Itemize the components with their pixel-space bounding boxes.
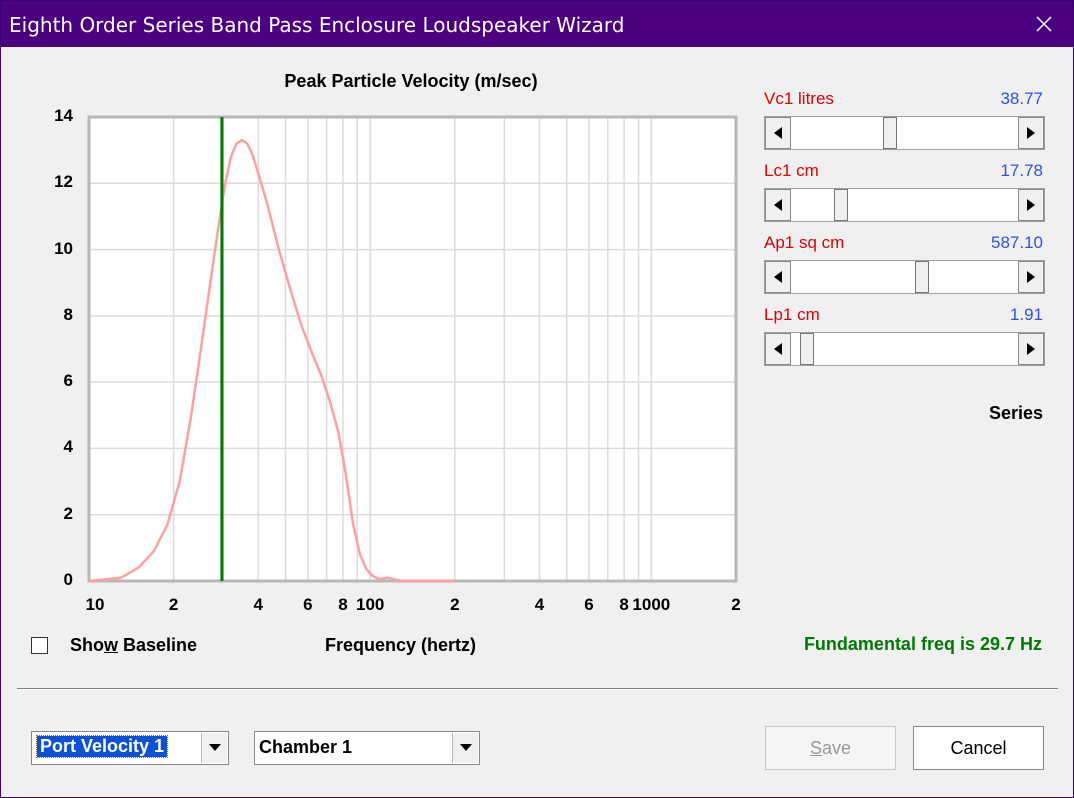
y-tick-label: 10 bbox=[54, 238, 73, 258]
y-tick-label: 12 bbox=[54, 172, 73, 192]
x-tick-label: 2 bbox=[450, 595, 460, 614]
x-tick-label: 4 bbox=[253, 595, 264, 614]
x-tick-label: 6 bbox=[303, 595, 313, 614]
slider-thumb[interactable] bbox=[800, 333, 814, 365]
y-tick-label: 2 bbox=[63, 503, 73, 523]
chevron-down-icon bbox=[460, 744, 472, 751]
velocity-chart bbox=[87, 115, 738, 583]
x-tick-label: 8 bbox=[338, 595, 348, 614]
slider-decrement-button[interactable] bbox=[765, 117, 791, 149]
save-button[interactable]: Save bbox=[765, 726, 896, 770]
chamber-dropdown-button[interactable] bbox=[452, 733, 478, 763]
x-tick-label: 8 bbox=[619, 595, 629, 614]
slider-increment-button[interactable] bbox=[1018, 333, 1044, 365]
param-value: 1.91 bbox=[1009, 305, 1043, 324]
plot-type-dropdown-button[interactable] bbox=[201, 733, 227, 763]
x-tick-label: 6 bbox=[584, 595, 594, 614]
x-axis-label: Frequency (hertz) bbox=[325, 635, 477, 655]
chamber-value: Chamber 1 bbox=[259, 737, 353, 757]
param-name-label: Ap1 sq cm bbox=[764, 233, 845, 252]
x-tick-label: 2 bbox=[168, 595, 179, 614]
y-tick-label: 0 bbox=[63, 570, 73, 589]
y-tick-label: 6 bbox=[63, 371, 73, 391]
x-tick-label: 1000 bbox=[632, 595, 671, 614]
slider-decrement-button[interactable] bbox=[765, 333, 791, 365]
slider-thumb[interactable] bbox=[834, 189, 848, 221]
param-slider[interactable] bbox=[764, 116, 1045, 150]
arrow-right-icon bbox=[1027, 343, 1035, 355]
plot-type-value: Port Velocity 1 bbox=[35, 735, 169, 758]
close-button[interactable] bbox=[1015, 1, 1073, 47]
window-title: Eighth Order Series Band Pass Enclosure … bbox=[9, 13, 625, 37]
param-value: 17.78 bbox=[1000, 161, 1043, 180]
slider-increment-button[interactable] bbox=[1018, 117, 1044, 149]
plot-type-select[interactable]: Port Velocity 1 bbox=[31, 731, 229, 765]
show-baseline-checkbox[interactable] bbox=[31, 637, 48, 654]
arrow-left-icon bbox=[774, 271, 782, 283]
arrow-left-icon bbox=[774, 199, 782, 211]
chevron-down-icon bbox=[209, 744, 221, 751]
y-tick-label: 4 bbox=[63, 437, 73, 457]
close-icon bbox=[1036, 16, 1052, 32]
param-name-label: Lp1 cm bbox=[764, 305, 820, 324]
separator bbox=[17, 688, 1058, 690]
series-label: Series bbox=[988, 403, 1043, 423]
slider-thumb[interactable] bbox=[883, 117, 897, 149]
param-slider[interactable] bbox=[764, 188, 1045, 222]
arrow-left-icon bbox=[774, 343, 782, 355]
title-bar[interactable]: Eighth Order Series Band Pass Enclosure … bbox=[1, 1, 1073, 47]
cancel-button[interactable]: Cancel bbox=[913, 726, 1044, 770]
show-baseline-label[interactable]: Show Baseline bbox=[70, 635, 198, 655]
param-value: 38.77 bbox=[1000, 89, 1043, 108]
chamber-select[interactable]: Chamber 1 bbox=[254, 731, 480, 765]
param-slider[interactable] bbox=[764, 332, 1045, 366]
x-tick-label: 10 bbox=[85, 595, 105, 614]
plot-area bbox=[89, 117, 736, 581]
slider-decrement-button[interactable] bbox=[765, 261, 791, 293]
slider-increment-button[interactable] bbox=[1018, 261, 1044, 293]
x-tick-label: 2 bbox=[731, 595, 741, 614]
x-tick-label: 100 bbox=[355, 595, 385, 614]
x-tick-label: 4 bbox=[534, 595, 545, 614]
chart-title: Peak Particle Velocity (m/sec) bbox=[284, 71, 538, 91]
slider-decrement-button[interactable] bbox=[765, 189, 791, 221]
arrow-right-icon bbox=[1027, 271, 1035, 283]
y-tick-label: 14 bbox=[54, 106, 73, 125]
param-value: 587.10 bbox=[991, 233, 1043, 252]
fundamental-frequency-text: Fundamental freq is 29.7 Hz bbox=[803, 634, 1042, 654]
arrow-left-icon bbox=[774, 127, 782, 139]
y-tick-label: 8 bbox=[63, 304, 73, 324]
slider-increment-button[interactable] bbox=[1018, 189, 1044, 221]
param-name-label: Vc1 litres bbox=[764, 89, 834, 108]
series-line bbox=[88, 138, 455, 583]
slider-thumb[interactable] bbox=[915, 261, 929, 293]
arrow-right-icon bbox=[1027, 199, 1035, 211]
param-slider[interactable] bbox=[764, 260, 1045, 294]
param-name-label: Lc1 cm bbox=[764, 161, 819, 180]
arrow-right-icon bbox=[1027, 127, 1035, 139]
